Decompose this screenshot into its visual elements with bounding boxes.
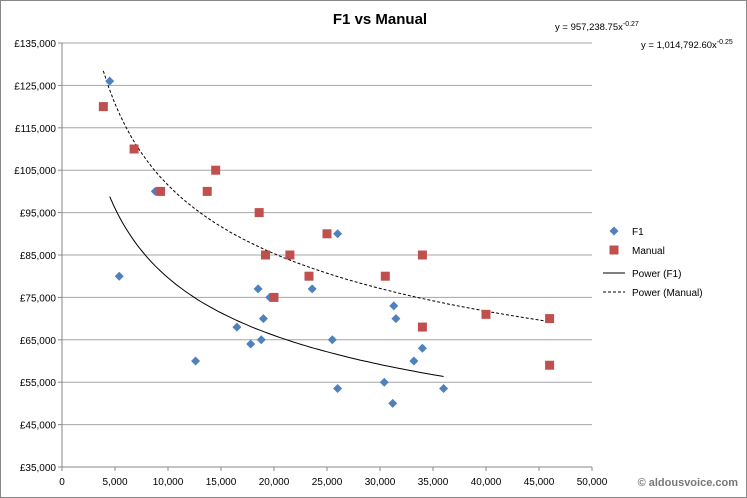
y-tick-label: £95,000 bbox=[20, 209, 57, 220]
legend-label: F1 bbox=[632, 227, 644, 238]
x-tick-label: 5,000 bbox=[102, 477, 127, 488]
x-tick-label: 10,000 bbox=[153, 477, 184, 488]
point-f1 bbox=[307, 284, 317, 294]
point-f1 bbox=[379, 377, 389, 387]
chart-title: F1 vs Manual bbox=[333, 11, 427, 28]
point-f1 bbox=[439, 384, 449, 394]
point-f1 bbox=[391, 314, 401, 324]
x-tick-label: 45,000 bbox=[524, 477, 555, 488]
trendline-power-f1- bbox=[109, 196, 444, 377]
point-manual bbox=[304, 271, 314, 281]
point-manual bbox=[129, 144, 139, 154]
point-manual bbox=[417, 322, 427, 332]
y-tick-label: £125,000 bbox=[14, 81, 56, 92]
x-tick-label: 50,000 bbox=[577, 477, 608, 488]
y-tick-label: £85,000 bbox=[20, 251, 57, 262]
y-tick-label: £35,000 bbox=[20, 463, 57, 474]
point-f1 bbox=[191, 356, 201, 366]
point-f1 bbox=[253, 284, 263, 294]
point-manual bbox=[254, 208, 264, 218]
point-f1 bbox=[333, 384, 343, 394]
point-f1 bbox=[417, 343, 427, 353]
y-tick-label: £115,000 bbox=[15, 124, 56, 135]
trendline-equation: y = 957,238.75x-0.27 bbox=[555, 21, 639, 33]
point-manual bbox=[417, 250, 427, 260]
legend-marker-f1 bbox=[609, 226, 619, 236]
y-tick-label: £65,000 bbox=[20, 336, 57, 347]
legend-label: Power (Manual) bbox=[632, 288, 703, 299]
watermark: © aldousvoice.com bbox=[638, 477, 739, 489]
x-tick-label: 30,000 bbox=[365, 477, 396, 488]
point-f1 bbox=[327, 335, 337, 345]
y-tick-label: £45,000 bbox=[20, 421, 57, 432]
point-manual bbox=[98, 102, 108, 112]
point-manual bbox=[545, 360, 555, 370]
point-manual bbox=[211, 165, 221, 175]
point-f1 bbox=[333, 229, 343, 239]
y-tick-label: £55,000 bbox=[20, 378, 57, 389]
point-f1 bbox=[258, 314, 268, 324]
point-f1 bbox=[388, 398, 398, 408]
x-tick-label: 0 bbox=[59, 477, 65, 488]
x-tick-label: 35,000 bbox=[418, 477, 449, 488]
point-f1 bbox=[256, 335, 266, 345]
point-manual bbox=[481, 309, 491, 319]
point-f1 bbox=[114, 271, 124, 281]
point-manual bbox=[269, 292, 279, 302]
point-manual bbox=[285, 250, 295, 260]
trendline-equation: y = 1,014,792.60x-0.25 bbox=[641, 39, 733, 51]
point-manual bbox=[380, 271, 390, 281]
x-tick-label: 25,000 bbox=[312, 477, 343, 488]
legend-label: Power (F1) bbox=[632, 269, 681, 280]
point-f1 bbox=[409, 356, 419, 366]
point-manual bbox=[156, 186, 166, 196]
y-tick-label: £135,000 bbox=[14, 39, 56, 50]
point-f1 bbox=[246, 339, 256, 349]
legend-marker-manual bbox=[609, 245, 619, 255]
point-f1 bbox=[105, 76, 115, 86]
trendline-power-manual- bbox=[102, 70, 550, 323]
legend-label: Manual bbox=[632, 246, 665, 257]
point-manual bbox=[261, 250, 271, 260]
x-tick-label: 40,000 bbox=[471, 477, 502, 488]
x-tick-label: 15,000 bbox=[206, 477, 237, 488]
point-f1 bbox=[232, 322, 242, 332]
x-tick-label: 20,000 bbox=[259, 477, 290, 488]
y-tick-label: £105,000 bbox=[14, 166, 56, 177]
point-manual bbox=[322, 229, 332, 239]
y-tick-label: £75,000 bbox=[20, 293, 57, 304]
point-manual bbox=[202, 186, 212, 196]
point-manual bbox=[545, 314, 555, 324]
point-f1 bbox=[389, 301, 399, 311]
